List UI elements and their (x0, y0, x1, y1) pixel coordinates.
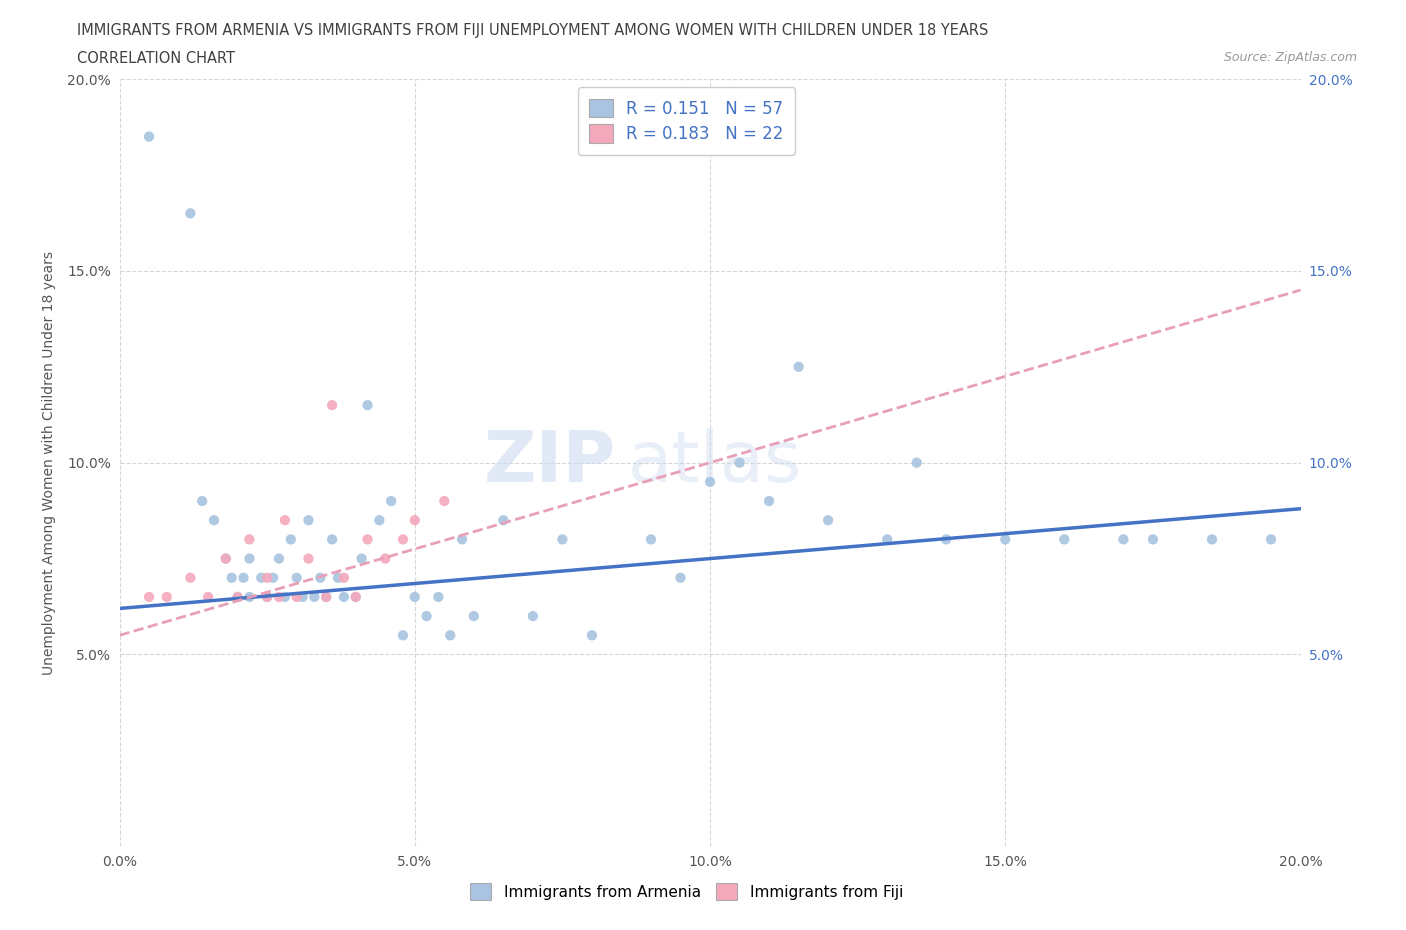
Point (215, 551, 238, 566)
Point (315, 590, 337, 604)
Point (267, 590, 290, 604)
Point (522, 609, 544, 624)
Point (876, 532, 898, 547)
Point (669, 570, 692, 585)
Point (280, 532, 302, 547)
Point (274, 512, 297, 527)
Text: ZIP: ZIP (484, 428, 616, 498)
Point (581, 628, 603, 643)
Point (179, 570, 201, 585)
Point (905, 456, 928, 471)
Point (221, 570, 243, 585)
Point (1112, 532, 1135, 547)
Point (404, 512, 426, 527)
Point (787, 359, 810, 374)
Point (226, 590, 249, 604)
Point (274, 590, 297, 604)
Point (285, 590, 308, 604)
Point (285, 570, 308, 585)
Text: Source: ZipAtlas.com: Source: ZipAtlas.com (1223, 51, 1357, 64)
Point (1201, 532, 1223, 547)
Point (297, 551, 319, 566)
Text: IMMIGRANTS FROM ARMENIA VS IMMIGRANTS FROM FIJI UNEMPLOYMENT AMONG WOMEN WITH CH: IMMIGRANTS FROM ARMENIA VS IMMIGRANTS FR… (77, 23, 988, 38)
Point (1053, 532, 1076, 547)
Point (226, 590, 249, 604)
Legend: Immigrants from Armenia, Immigrants from Fiji: Immigrants from Armenia, Immigrants from… (463, 876, 911, 908)
Text: atlas: atlas (627, 428, 801, 498)
Point (392, 628, 415, 643)
Point (380, 494, 402, 509)
Point (451, 532, 474, 547)
Point (238, 532, 260, 547)
Point (138, 590, 160, 604)
Point (267, 551, 290, 566)
Point (326, 570, 349, 585)
Point (699, 474, 721, 489)
Y-axis label: Unemployment Among Women with Children Under 18 years: Unemployment Among Women with Children U… (42, 251, 56, 674)
Point (256, 590, 278, 604)
Point (374, 551, 396, 566)
Point (1142, 532, 1164, 547)
Point (215, 551, 238, 566)
Point (315, 590, 337, 604)
Point (250, 570, 273, 585)
Point (1260, 532, 1282, 547)
Point (191, 494, 214, 509)
Point (356, 398, 378, 413)
Point (492, 512, 515, 527)
Point (758, 494, 780, 509)
Point (333, 570, 356, 585)
Point (640, 532, 662, 547)
Point (156, 590, 179, 604)
Point (344, 590, 367, 604)
Point (551, 532, 574, 547)
Point (291, 590, 314, 604)
Point (256, 570, 278, 585)
Point (427, 590, 450, 604)
Point (392, 532, 415, 547)
Point (197, 590, 219, 604)
Point (935, 532, 957, 547)
Point (344, 590, 367, 604)
Point (356, 532, 378, 547)
Point (439, 628, 461, 643)
Point (333, 590, 356, 604)
Point (304, 590, 326, 604)
Text: CORRELATION CHART: CORRELATION CHART (77, 51, 235, 66)
Point (350, 551, 373, 566)
Point (256, 590, 278, 604)
Point (238, 551, 260, 566)
Point (202, 512, 225, 527)
Point (179, 206, 201, 220)
Point (238, 590, 260, 604)
Point (232, 570, 254, 585)
Point (415, 609, 437, 624)
Point (728, 456, 751, 471)
Point (817, 512, 839, 527)
Point (433, 494, 456, 509)
Point (309, 570, 332, 585)
Point (262, 570, 284, 585)
Point (297, 512, 319, 527)
Point (368, 512, 391, 527)
Point (404, 590, 426, 604)
Point (138, 129, 160, 144)
Point (463, 609, 485, 624)
Point (321, 398, 343, 413)
Point (321, 532, 343, 547)
Point (994, 532, 1017, 547)
